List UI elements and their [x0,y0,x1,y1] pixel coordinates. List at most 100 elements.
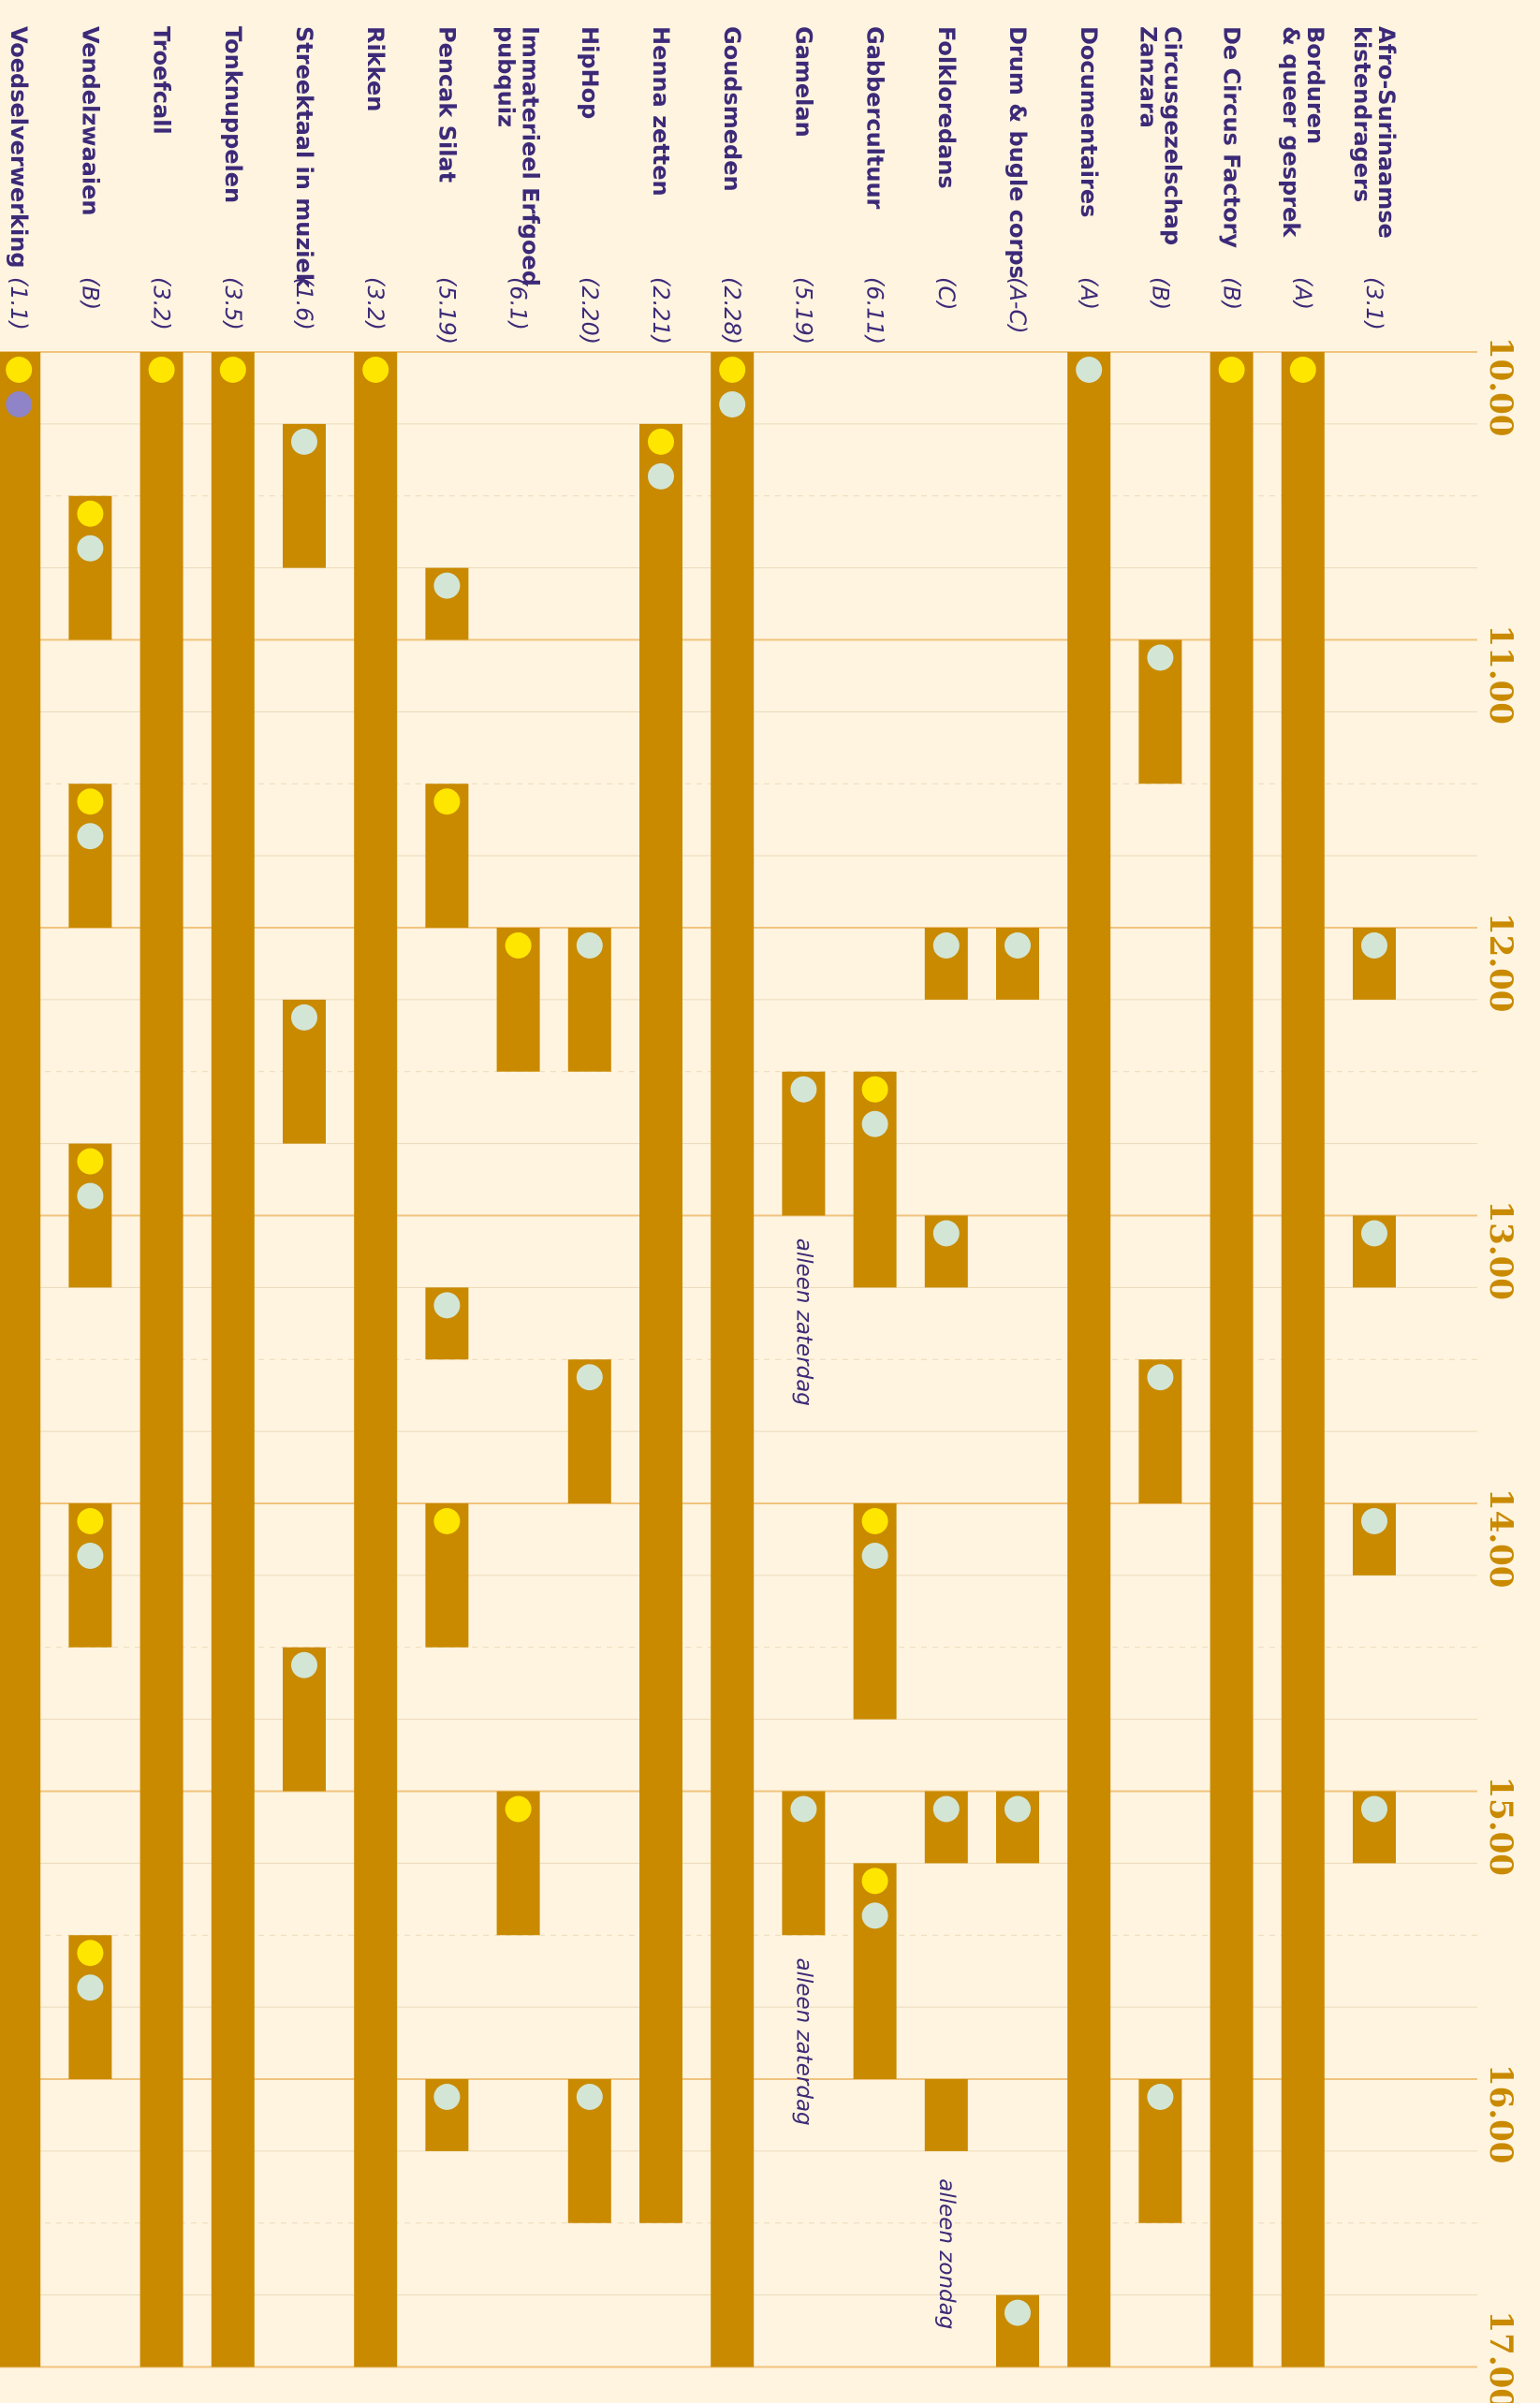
activity-dot-yellow [719,357,746,383]
activity-label: Vendelzwaaien [77,26,103,215]
hour-label: 10.00 [1482,337,1519,436]
activity-dot-yellow [219,357,246,383]
activity-location: (A-C) [1005,277,1031,334]
activity-name: & queer gesprek [1278,26,1304,238]
activity-location: (B) [1147,277,1173,310]
activity-label: De Circus Factory [1219,26,1245,248]
activity-dot-yellow [77,500,104,527]
activity-dot-mint [1005,932,1031,959]
activity-dot-yellow [1289,357,1316,383]
schedule-notes: alleen zondag alleen zaterdag alleen zater… [791,1238,958,2330]
activity-dot-mint [1005,1795,1031,1823]
activity-dot-mint [1361,1795,1387,1823]
activity-name: Tonknuppelen [220,26,246,203]
activity-dot-mint [291,1004,317,1031]
hour-label: 16.00 [1482,2064,1519,2163]
activity-name: kistendragers [1349,26,1375,202]
activity-location: (C) [933,277,960,310]
activity-block [1067,352,1111,2367]
activity-dot-mint [932,1220,960,1247]
activity-block [639,423,682,2223]
activity-block [0,352,41,2367]
activity-dot-yellow [148,357,175,383]
activity-dot-mint [719,391,746,418]
activity-location: (5.19) [433,277,460,344]
activity-dot-yellow [861,1076,888,1103]
activity-label: Voedselverwerking [6,26,32,269]
hour-axis: 10.00 11.00 12.00 13.00 14.00 15.00 16.00 17.00 [1482,337,1519,2403]
activity-name: Pencak Silat [433,26,460,183]
activity-label: Henna zetten [648,26,674,197]
activity-name: Borduren [1302,26,1328,144]
activity-name: Drum & bugle corps [1005,26,1031,279]
activity-dot-mint [861,1543,888,1569]
activity-name: Folkloredans [933,26,960,189]
activity-dot-yellow [1218,357,1245,383]
schedule-note: alleen zaterdag [791,1958,815,2126]
activity-dot-mint [790,1795,817,1823]
activity-dot-yellow [77,1508,104,1534]
activity-block [354,352,398,2367]
activity-name: Troefcall [149,26,175,135]
activity-location: (2.20) [577,277,603,344]
activity-location: (2.21) [648,277,674,344]
activity-dot-mint [1147,1364,1174,1391]
activity-location: (3.1) [1361,277,1387,330]
activity-name: HipHop [577,26,603,119]
schedule-note: alleen zondag [934,2178,959,2329]
activity-dot-mint [648,462,674,490]
activity-location: (5.19) [790,277,816,344]
activity-label: Borduren& queer gesprek [1278,26,1328,238]
activity-dot-mint [291,1651,317,1678]
activity-name: Goudsmeden [719,26,745,192]
activity-name: pubquiz [493,26,520,127]
activity-name: Documentaires [1076,26,1102,217]
activity-label: Drum & bugle corps [1005,26,1031,279]
activity-block [211,352,255,2367]
activity-block [853,1863,897,2079]
activity-label: Gabbercultuur [862,26,888,210]
activity-dot-mint [1361,1508,1387,1534]
activity-block [139,352,183,2367]
activity-dot-mint [861,1110,888,1137]
activity-name: Henna zetten [648,26,674,197]
activity-name: Zanzara [1135,26,1161,128]
activity-dot-mint [1147,644,1174,671]
activity-location: (6.1) [506,277,532,330]
activity-dot-mint [790,1076,817,1103]
activity-dot-mint [433,2084,461,2110]
activity-location: (6.11) [862,277,888,344]
activity-dot-mint [861,1902,888,1929]
activity-location: (B) [77,277,103,310]
activity-dot-mint [1147,2084,1174,2110]
activity-location: (3.2) [149,277,175,330]
activity-name: Streektaal in muziek [291,26,317,289]
activity-dot-yellow [861,1508,888,1534]
activity-dot-yellow [861,1868,888,1895]
activity-location: (1.1) [6,277,32,330]
activity-dot-mint [1361,1220,1387,1247]
activity-name: Immaterieel Erfgoed [518,26,544,286]
activity-dot-mint [291,428,317,455]
activity-location: (2.28) [719,277,745,344]
activity-block [1210,352,1254,2367]
activity-dot-yellow [505,932,532,959]
activity-label: Tonknuppelen [220,26,246,203]
activity-name: Circusgezelschap [1159,26,1185,245]
activity-dot-purple [6,391,33,418]
activity-dot-mint [77,1182,104,1209]
activity-dot-yellow [77,788,104,815]
activity-dot-yellow [6,357,33,383]
hour-label: 14.00 [1482,1488,1519,1588]
activity-block [853,1503,897,1720]
activity-dot-mint [77,535,104,562]
activity-dot-mint [433,1292,461,1319]
activity-label: Gamelan [790,26,816,138]
activity-dot-yellow [433,788,461,815]
activity-location: (1.6) [291,277,317,330]
hour-label: 12.00 [1482,913,1519,1012]
activity-dot-mint [77,1974,104,2001]
activity-dot-mint [932,932,960,959]
